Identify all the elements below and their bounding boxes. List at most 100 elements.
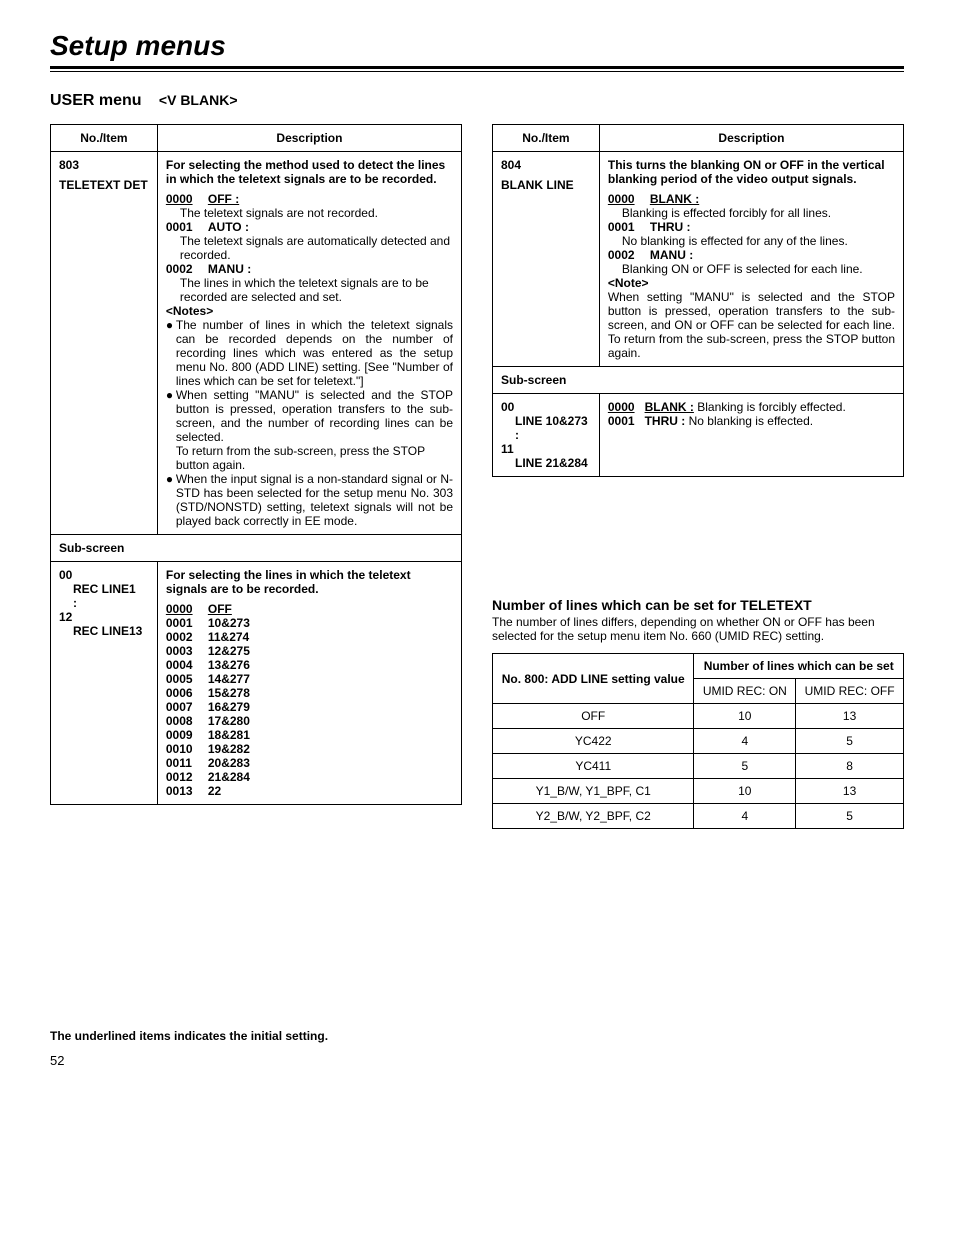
opt-label: 14&277	[208, 672, 250, 686]
opt-code: 0009	[166, 728, 208, 742]
opt-label: 22	[208, 784, 221, 798]
item-line: LINE 21&284	[515, 456, 591, 470]
table-cell: 13	[796, 704, 904, 729]
opt-label: BLANK :	[645, 400, 694, 414]
table-cell: 8	[796, 754, 904, 779]
page-number: 52	[50, 1053, 904, 1068]
table-cell: 13	[796, 779, 904, 804]
option-row: 001322	[166, 784, 453, 798]
th-description: Description	[157, 125, 461, 152]
opt-label: 13&276	[208, 658, 250, 672]
option-row: 000312&275	[166, 644, 453, 658]
desc-804: This turns the blanking ON or OFF in the…	[599, 152, 903, 367]
opt-desc: The teletext signals are not recorded.	[180, 206, 453, 220]
item-line: REC LINE1	[73, 582, 149, 596]
rule-thick	[50, 66, 904, 69]
th-description: Description	[599, 125, 903, 152]
opt-label: MANU :	[208, 262, 251, 276]
note2a: When setting "MANU" is selected and the …	[176, 388, 453, 444]
section-main: USER menu	[50, 92, 142, 109]
item-line: 00	[501, 400, 591, 414]
option-row: 000514&277	[166, 672, 453, 686]
teletext-heading: Number of lines which can be set for TEL…	[492, 597, 904, 613]
subscreen-label: Sub-screen	[51, 535, 462, 562]
table-cell: OFF	[493, 704, 694, 729]
table-row: OFF1013	[493, 704, 904, 729]
subscreen-label: Sub-screen	[493, 367, 904, 394]
lines-table: No. 800: ADD LINE setting value Number o…	[492, 653, 904, 829]
intro-803: For selecting the method used to detect …	[166, 158, 453, 186]
opt-label: THRU :	[650, 220, 691, 234]
right-table: No./Item Description 804 BLANK LINE This…	[492, 124, 904, 477]
opt-label: THRU :	[645, 414, 686, 428]
opt-code: 0001	[608, 220, 650, 234]
opt-code: 0000	[608, 192, 650, 206]
opt-code: 0002	[166, 262, 208, 276]
desc-recline: For selecting the lines in which the tel…	[157, 562, 461, 805]
table-cell: 4	[694, 729, 796, 754]
page-title: Setup menus	[50, 30, 904, 62]
option-row: 000918&281	[166, 728, 453, 742]
item-blankline: 00 LINE 10&273 : 11 LINE 21&284	[493, 394, 600, 477]
opt-code: 0007	[166, 700, 208, 714]
option-row: 000615&278	[166, 686, 453, 700]
table-cell: Y2_B/W, Y2_BPF, C2	[493, 804, 694, 829]
opt-label: OFF :	[208, 192, 239, 206]
notes-label: <Notes>	[166, 304, 453, 318]
opt-label: MANU :	[650, 248, 693, 262]
intro-recline: For selecting the lines in which the tel…	[166, 568, 453, 596]
option-row: 001120&283	[166, 756, 453, 770]
opt-label: 15&278	[208, 686, 250, 700]
opt-code: 0004	[166, 658, 208, 672]
note-label: <Note>	[608, 276, 895, 290]
th-numlines: Number of lines which can be set	[694, 654, 904, 679]
opt-desc: Blanking is effected forcibly for all li…	[622, 206, 895, 220]
desc-blankline: 0000 BLANK : Blanking is forcibly effect…	[599, 394, 903, 477]
opt-label: BLANK :	[650, 192, 699, 206]
desc-803: For selecting the method used to detect …	[157, 152, 461, 535]
opt-code: 0001	[166, 616, 208, 630]
opt-label: 10&273	[208, 616, 250, 630]
opt-code: 0002	[608, 248, 650, 262]
table-row: Y2_B/W, Y2_BPF, C245	[493, 804, 904, 829]
table-cell: 4	[694, 804, 796, 829]
bullet: ●	[166, 472, 176, 528]
option-row: 000413&276	[166, 658, 453, 672]
opt-label: OFF	[208, 602, 232, 616]
table-cell: Y1_B/W, Y1_BPF, C1	[493, 779, 694, 804]
option-row: 000817&280	[166, 714, 453, 728]
opt-label: 17&280	[208, 714, 250, 728]
table-cell: 5	[796, 729, 904, 754]
footnote: The underlined items indicates the initi…	[50, 1029, 904, 1043]
table-cell: YC422	[493, 729, 694, 754]
option-row: 001019&282	[166, 742, 453, 756]
opt-desc: Blanking is forcibly effected.	[697, 400, 846, 414]
item-line: :	[73, 596, 149, 610]
opt-code: 0001	[608, 414, 635, 428]
opt-code: 0002	[166, 630, 208, 644]
item-line: 00	[59, 568, 149, 582]
th-off: UMID REC: OFF	[796, 679, 904, 704]
opt-desc: Blanking ON or OFF is selected for each …	[622, 262, 895, 276]
item-name: BLANK LINE	[501, 178, 591, 192]
opt-desc: The teletext signals are automatically d…	[180, 234, 453, 262]
section-sub: <V BLANK>	[159, 92, 238, 108]
opt-code: 0000	[166, 192, 208, 206]
opt-code: 0000	[608, 400, 635, 414]
right-column: No./Item Description 804 BLANK LINE This…	[492, 124, 904, 829]
opt-code: 0011	[166, 756, 208, 770]
opt-desc: No blanking is effected for any of the l…	[622, 234, 895, 248]
th-setting: No. 800: ADD LINE setting value	[493, 654, 694, 704]
opt-code: 0012	[166, 770, 208, 784]
item-line: 12	[59, 610, 149, 624]
opt-code: 0000	[166, 602, 208, 616]
item-line: REC LINE13	[73, 624, 149, 638]
table-cell: YC411	[493, 754, 694, 779]
table-row: YC41158	[493, 754, 904, 779]
opt-label: 11&274	[208, 630, 249, 644]
th-no-item: No./Item	[51, 125, 158, 152]
bullet: ●	[166, 318, 176, 388]
option-row: 000211&274	[166, 630, 453, 644]
item-line: LINE 10&273	[515, 414, 591, 428]
note1: The number of lines in which the teletex…	[176, 318, 453, 388]
